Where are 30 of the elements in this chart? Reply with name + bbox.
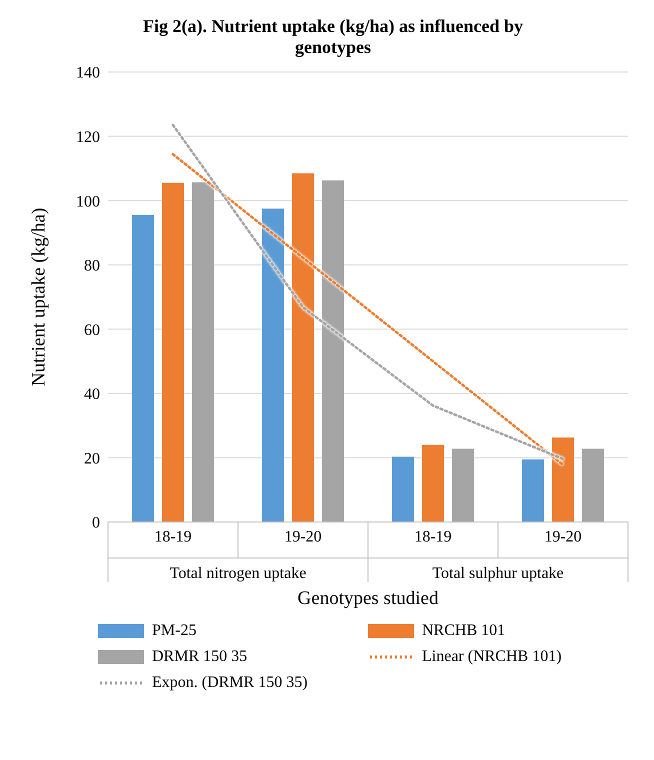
bar [392, 456, 414, 522]
y-tick-label: 0 [92, 514, 100, 532]
legend-label: Linear (NRCHB 101) [422, 648, 562, 666]
bar [452, 448, 474, 522]
x-axis-title: Genotypes studied [296, 588, 440, 610]
x-tick-label: 18-19 [414, 528, 452, 546]
y-tick-label: 20 [84, 450, 100, 468]
y-tick-label: 140 [76, 64, 100, 82]
y-axis-title: Nutrient uptake (kg/ha) [28, 208, 50, 386]
legend-label: Expon. (DRMR 150 35) [152, 674, 308, 692]
bar [132, 215, 154, 522]
x-tick-label: 19-20 [284, 528, 322, 546]
legend-label: NRCHB 101 [422, 622, 506, 640]
bar [262, 208, 284, 522]
legend-label: PM-25 [152, 622, 196, 640]
bar [582, 448, 604, 522]
y-tick-label: 100 [76, 193, 100, 210]
y-tick-label: 120 [76, 128, 100, 146]
text: Total nitrogen uptake [170, 565, 306, 582]
y-tick-label: 80 [84, 258, 100, 275]
bar [162, 182, 184, 522]
y-tick-label: 40 [84, 386, 100, 404]
bar [422, 444, 444, 522]
chart-title: Fig 2(a). Nutrient uptake (kg/ha) as influenced by genotypes [142, 15, 524, 59]
x-tick-label: 18-19 [154, 528, 192, 546]
legend-label: DRMR 150 35 [152, 648, 248, 666]
x-tick-label: 19-20 [544, 528, 582, 546]
y-tick-label: 60 [84, 322, 100, 339]
bar [522, 459, 544, 522]
text: Total sulphur uptake [432, 565, 564, 582]
